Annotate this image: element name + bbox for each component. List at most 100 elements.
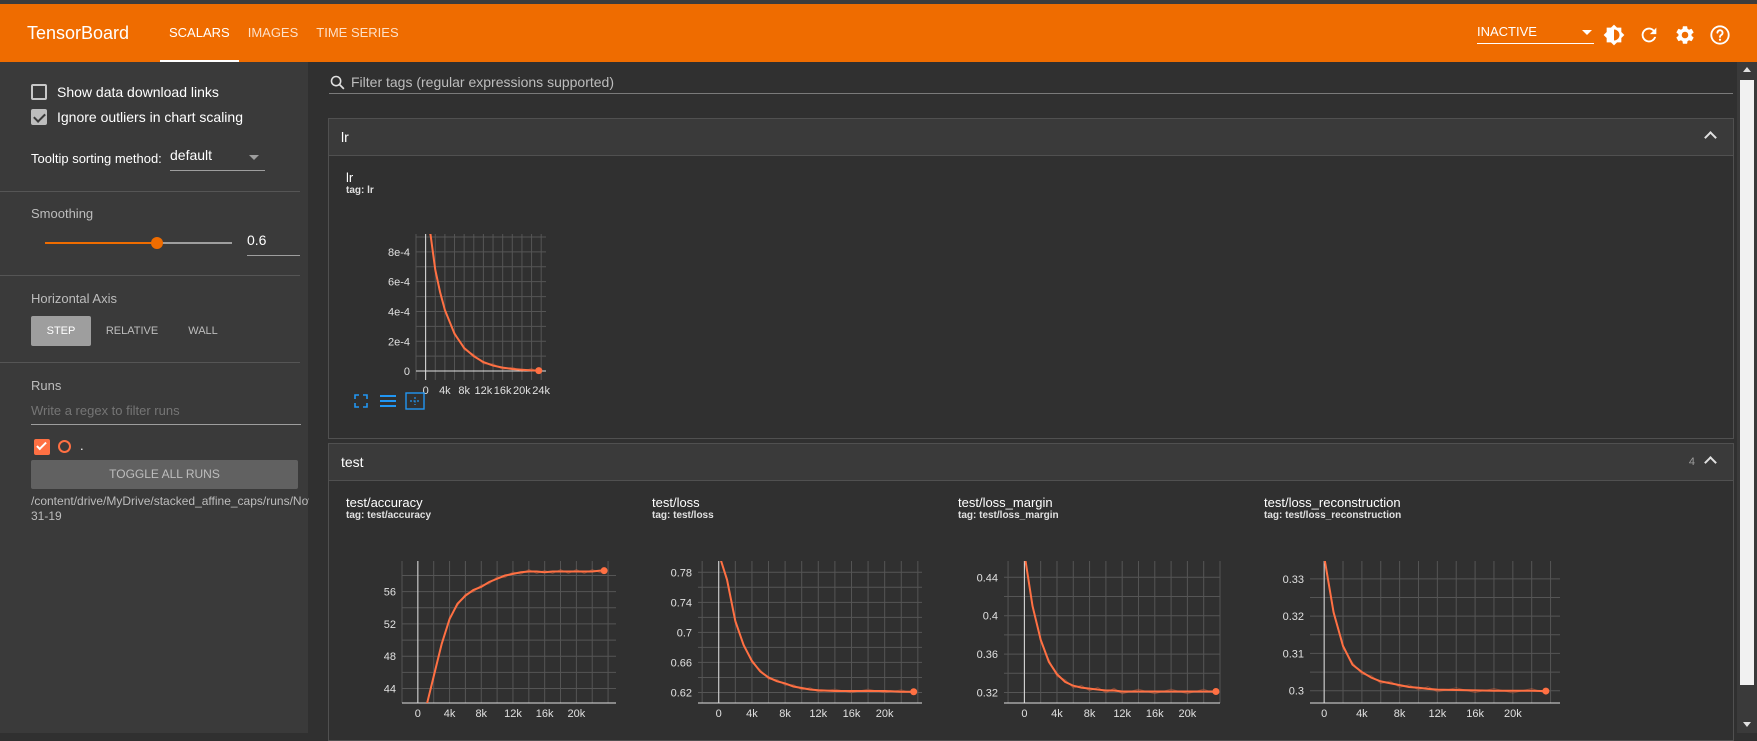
card-title: test/accuracy	[346, 495, 423, 510]
help-icon[interactable]	[1709, 24, 1731, 46]
x-tick-label: 0	[423, 385, 429, 397]
tab-scalars[interactable]: SCALARS	[160, 4, 239, 62]
smoothing-slider[interactable]	[45, 237, 232, 249]
tooltip-sort-select[interactable]: default	[170, 147, 265, 171]
settings-icon[interactable]	[1674, 24, 1696, 46]
x-tick-label: 16k	[1146, 708, 1164, 720]
scalar-card-lr: lr tag: lr 0 4k 8k 12k 16k 20k 24k 0 2e-4 4e-4 6e-…	[346, 170, 646, 410]
series-line	[1024, 561, 1216, 693]
card-tag: tag: lr	[346, 185, 374, 196]
x-tick-label: 8k	[475, 708, 487, 720]
x-tick-label: 20k	[513, 385, 531, 397]
tag-filter-input[interactable]	[351, 72, 1721, 92]
tag-filter[interactable]	[329, 72, 1733, 94]
x-tick-label: 8k	[1084, 708, 1096, 720]
x-tick-label: 24k	[532, 385, 550, 397]
show-download-links-checkbox[interactable]: Show data download links	[31, 83, 219, 101]
group-header-test[interactable]: test 4	[328, 443, 1734, 481]
y-tick-label: 0.74	[671, 597, 692, 609]
scalar-card-test-loss-margin: test/loss_margin tag: test/loss_margin 0…	[958, 495, 1228, 725]
x-tick-label: 16k	[536, 708, 554, 720]
y-tick-label: 0.3	[1289, 686, 1304, 698]
runs-filter[interactable]	[31, 402, 301, 425]
x-tick-label: 4k	[444, 708, 456, 720]
group-body-lr: lr tag: lr 0 4k 8k 12k 16k 20k 24k 0 2e-4 4e-4 6e-…	[328, 156, 1734, 439]
line-chart-test-loss-reconstruction[interactable]: 0 4k 8k 12k 16k 20k 0.3 0.31 0.32 0.33	[1264, 525, 1564, 735]
scroll-up-icon[interactable]	[1743, 67, 1751, 72]
series-line	[428, 234, 539, 372]
y-tick-label: 0.66	[671, 657, 692, 669]
x-tick-label: 0	[716, 708, 722, 720]
horizontal-axis-label: Horizontal Axis	[31, 291, 117, 306]
y-tick-label: 2e-4	[388, 336, 410, 348]
chevron-down-icon	[249, 155, 259, 160]
x-tick-label: 4k	[1356, 708, 1368, 720]
y-tick-label: 52	[384, 619, 396, 631]
line-chart-test-accuracy[interactable]: 0 4k 8k 12k 16k 20k 44 48 52 56	[346, 525, 618, 735]
card-title: test/loss_reconstruction	[1264, 495, 1401, 510]
scrollbar-thumb[interactable]	[1740, 80, 1754, 685]
axis-wall-button[interactable]: WALL	[188, 325, 218, 337]
x-tick-label: 20k	[876, 708, 894, 720]
run-checkbox[interactable]	[34, 439, 50, 455]
series-end-point	[910, 688, 918, 696]
runs-filter-input[interactable]	[31, 403, 291, 418]
toggle-log-scale-icon[interactable]	[379, 393, 397, 409]
page-scrollbar[interactable]	[1737, 62, 1757, 733]
plugin-tabs: SCALARS IMAGES TIME SERIES	[160, 4, 408, 62]
smoothing-slider-thumb[interactable]	[151, 237, 164, 249]
tab-images[interactable]: IMAGES	[247, 25, 299, 40]
group-body-test: test/accuracy tag: test/accuracy 0 4k 8k 12…	[328, 481, 1734, 741]
scalar-card-test-accuracy: test/accuracy tag: test/accuracy 0 4k 8k 12…	[346, 495, 616, 725]
fullscreen-icon[interactable]	[353, 393, 369, 409]
group-header-lr[interactable]: lr	[328, 118, 1734, 156]
y-tick-label: 0	[404, 366, 410, 378]
top-app-bar: TensorBoard SCALARS IMAGES TIME SERIES I…	[0, 4, 1757, 62]
chevron-up-icon[interactable]	[1704, 456, 1717, 469]
scroll-down-icon[interactable]	[1743, 722, 1751, 727]
card-title: test/loss_margin	[958, 495, 1053, 510]
fit-domain-icon[interactable]	[405, 392, 425, 410]
card-tag: tag: test/loss_reconstruction	[1264, 510, 1402, 521]
y-tick-label: 44	[384, 683, 396, 695]
y-tick-label: 0.32	[977, 687, 998, 699]
x-tick-label: 16k	[494, 385, 512, 397]
chevron-up-icon[interactable]	[1704, 131, 1717, 144]
series-end-point	[535, 367, 543, 375]
checkbox-label: Ignore outliers in chart scaling	[57, 109, 243, 125]
runs-label: Runs	[31, 378, 62, 393]
tab-time-series[interactable]: TIME SERIES	[316, 25, 399, 40]
toggle-all-runs-button[interactable]: TOGGLE ALL RUNS	[31, 460, 298, 489]
card-title: test/loss	[652, 495, 700, 510]
plugin-status-select[interactable]: INACTIVE	[1477, 20, 1594, 44]
divider	[0, 362, 300, 363]
run-path: /content/drive/MyDrive/stacked_affine_ca…	[31, 494, 352, 523]
scalar-card-test-loss-reconstruction: test/loss_reconstruction tag: test/loss_…	[1264, 495, 1560, 725]
line-chart-lr[interactable]: 0 4k 8k 12k 16k 20k 24k 0 2e-4 4e-4 6e-4 8e-4	[346, 200, 646, 410]
x-tick-label: 0	[1021, 708, 1027, 720]
plugin-status-value: INACTIVE	[1477, 24, 1537, 39]
run-color-swatch[interactable]	[58, 440, 71, 453]
scalar-card-test-loss: test/loss tag: test/loss 0 4k 8k 12k 16k 20k 0…	[652, 495, 922, 725]
refresh-icon[interactable]	[1638, 24, 1660, 46]
divider	[0, 191, 300, 192]
card-tag: tag: test/loss_margin	[958, 510, 1059, 521]
y-tick-label: 0.36	[977, 649, 998, 661]
search-icon	[330, 75, 345, 90]
y-tick-label: 0.31	[1283, 648, 1304, 660]
smoothing-input[interactable]: 0.6	[247, 232, 300, 256]
series-end-point	[1542, 687, 1550, 695]
x-tick-label: 20k	[1504, 708, 1522, 720]
axis-relative-button[interactable]: RELATIVE	[105, 325, 159, 337]
series-end-point	[1212, 687, 1220, 695]
line-chart-test-loss[interactable]: 0 4k 8k 12k 16k 20k 0.62 0.66 0.7 0.74 0.78	[652, 525, 924, 735]
series-end-point	[600, 567, 608, 575]
ignore-outliers-checkbox[interactable]: Ignore outliers in chart scaling	[31, 108, 243, 126]
brightness-icon[interactable]	[1603, 24, 1625, 46]
card-title: lr	[346, 170, 354, 185]
group-title: lr	[341, 129, 349, 145]
line-chart-test-loss-margin[interactable]: 0 4k 8k 12k 16k 20k 0.32 0.36 0.4 0.44	[958, 525, 1230, 735]
series-line	[720, 561, 914, 693]
axis-step-button[interactable]: STEP	[31, 316, 91, 346]
x-tick-label: 20k	[567, 708, 585, 720]
